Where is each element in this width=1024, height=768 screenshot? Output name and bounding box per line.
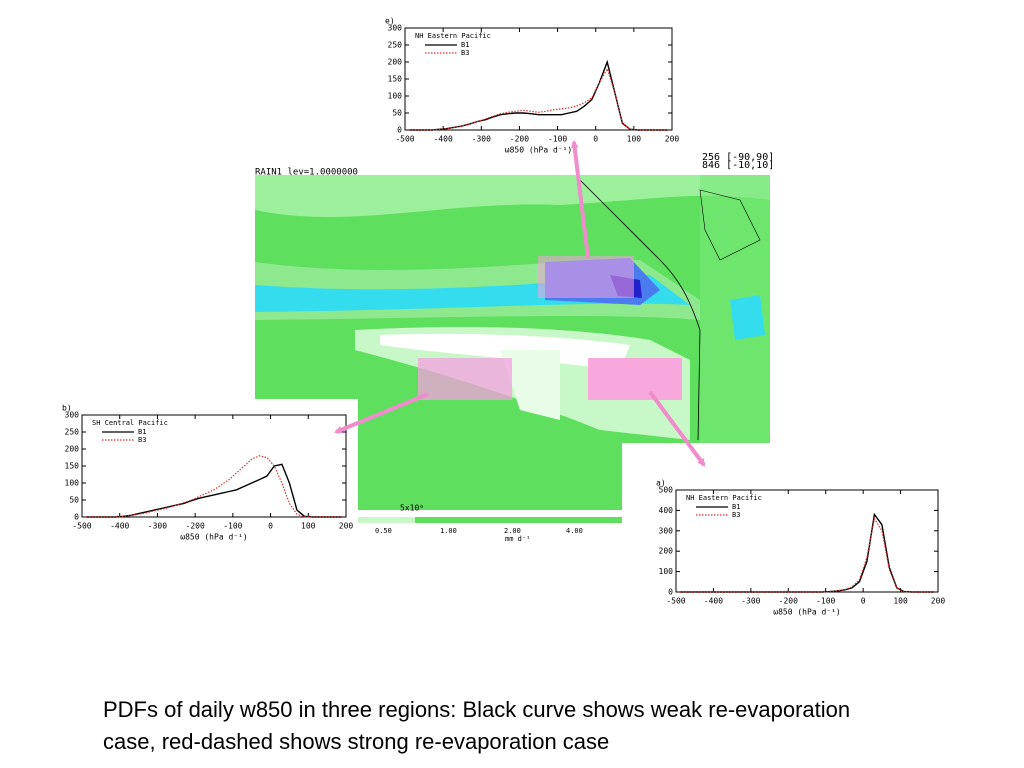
x-tick-label: 100	[627, 135, 642, 144]
x-tick-label: -400	[434, 135, 453, 144]
panel-background	[373, 12, 684, 160]
x-tick-label: -300	[741, 597, 760, 606]
legend-label: B3	[732, 511, 740, 519]
rain-map: RAIN1 lev=1.0000000 256 [-90,90] 846 [-1…	[255, 152, 774, 543]
panel-background	[644, 474, 950, 622]
x-tick-label: -400	[704, 597, 723, 606]
legend-label: B1	[138, 428, 146, 436]
figure: RAIN1 lev=1.0000000 256 [-90,90] 846 [-1…	[50, 12, 950, 622]
x-tick-label: -500	[72, 522, 91, 531]
arrow	[570, 140, 590, 259]
y-tick-label: 0	[74, 513, 79, 522]
pdf-panels: -500 -400 -300 -200 -100 0 100 200 0 50 100 150 200 2…	[50, 12, 950, 622]
x-tick-label: -400	[110, 522, 129, 531]
y-tick-label: 0	[668, 588, 673, 597]
y-tick-label: 250	[388, 41, 403, 50]
y-tick-label: 100	[659, 567, 674, 576]
pdf-curve	[85, 455, 343, 518]
colorbar-unit: mm d⁻¹	[505, 535, 530, 543]
legend-label: B3	[138, 436, 146, 444]
y-tick-label: 200	[388, 58, 403, 67]
x-tick-label: -500	[666, 597, 685, 606]
y-tick-label: 400	[659, 506, 674, 515]
legend-label: B1	[732, 503, 740, 511]
map-label: RAIN1 lev=1.0000000	[255, 168, 358, 178]
y-tick-label: 50	[69, 496, 79, 505]
y-tick-label: 200	[659, 547, 674, 556]
y-tick-label: 500	[659, 486, 674, 495]
panel-label: a)	[656, 479, 666, 488]
x-tick-label: -200	[779, 597, 798, 606]
x-tick-label: -300	[148, 522, 167, 531]
legend-label: B3	[461, 49, 469, 57]
y-tick-label: 300	[388, 24, 403, 33]
x-tick-label: 200	[931, 597, 946, 606]
arrow	[648, 390, 706, 467]
colorbar-label: 2.00	[504, 527, 521, 535]
x-tick-label: 200	[339, 522, 354, 531]
x-tick-label: 0	[593, 135, 598, 144]
map-scale: 5x10⁶	[400, 504, 424, 513]
x-tick-label: -100	[548, 135, 567, 144]
x-axis-label: ω850 (hPa d⁻¹)	[505, 146, 572, 155]
y-tick-label: 200	[65, 445, 80, 454]
x-tick-label: -300	[472, 135, 491, 144]
panel-label: b)	[62, 404, 72, 413]
y-tick-label: 0	[397, 126, 402, 135]
x-tick-label: 100	[893, 597, 908, 606]
y-tick-label: 300	[65, 411, 80, 420]
panel-background	[50, 399, 358, 547]
colorbar-label: 1.00	[440, 527, 457, 535]
x-tick-label: -100	[816, 597, 835, 606]
map-corner-text: 846 [-10,10]	[702, 160, 774, 171]
x-tick-label: 0	[268, 522, 273, 531]
legend-title: NH Eastern Pacific	[686, 494, 762, 502]
colorbar-label: 4.00	[566, 527, 583, 535]
y-tick-label: 150	[65, 462, 80, 471]
y-tick-label: 100	[388, 92, 403, 101]
pdf-chart: -500 -400 -300 -200 -100 0 100 200 0 50 100 150 200 2…	[373, 12, 684, 160]
legend-label: B1	[461, 41, 469, 49]
x-tick-label: -100	[223, 522, 242, 531]
y-tick-label: 100	[65, 479, 80, 488]
x-tick-label: -200	[510, 135, 529, 144]
x-tick-label: -500	[395, 135, 414, 144]
panel-label: e)	[385, 17, 395, 26]
pdf-curve	[408, 67, 669, 131]
caption: PDFs of daily w850 in three regions: Bla…	[103, 697, 851, 754]
legend-title: SH Central Pacific	[92, 419, 168, 427]
x-axis-label: ω850 (hPa d⁻¹)	[180, 533, 247, 542]
map-corner-text: 256 [-90,90]	[702, 152, 774, 163]
y-tick-label: 250	[65, 428, 80, 437]
pdf-chart: -500 -400 -300 -200 -100 0 100 200 0 100 200 300 400…	[644, 474, 950, 622]
x-tick-label: 200	[665, 135, 680, 144]
x-tick-label: 0	[861, 597, 866, 606]
x-tick-label: 100	[301, 522, 316, 531]
y-tick-label: 300	[659, 526, 674, 535]
x-axis-label: ω850 (hPa d⁻¹)	[773, 608, 840, 617]
y-tick-label: 50	[392, 109, 402, 118]
colorbar-label: 0.50	[375, 527, 392, 535]
legend-title: NH Eastern Pacific	[415, 32, 491, 40]
x-tick-label: -200	[186, 522, 205, 531]
y-tick-label: 150	[388, 75, 403, 84]
arrow	[334, 392, 429, 434]
arrows	[334, 140, 706, 467]
pdf-curve	[679, 516, 935, 593]
pdf-chart: -500 -400 -300 -200 -100 0 100 200 0 50 100 150 200 2…	[50, 399, 358, 547]
